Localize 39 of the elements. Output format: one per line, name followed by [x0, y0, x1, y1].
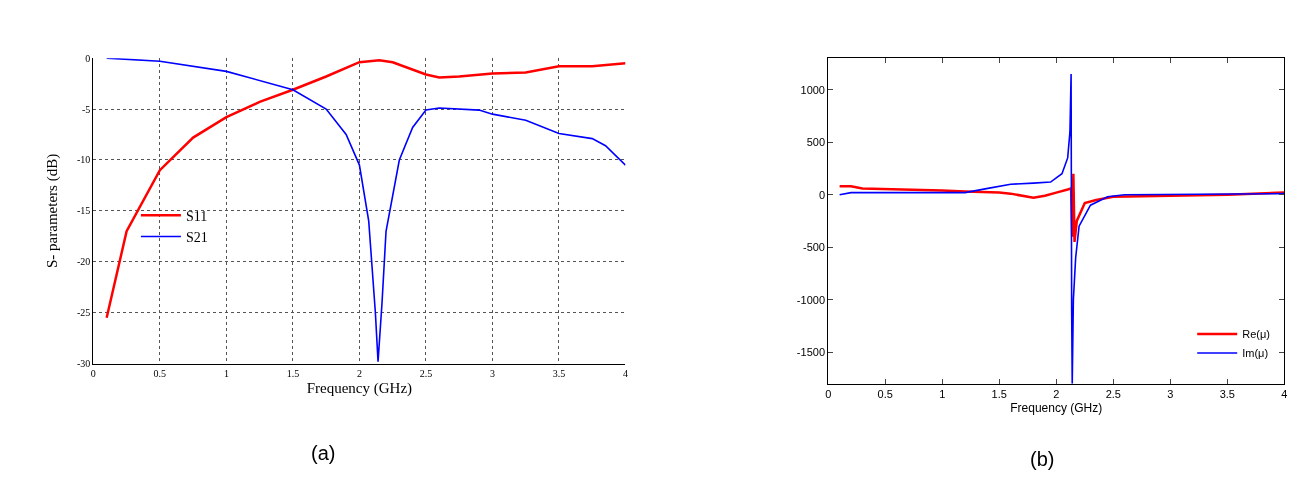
legend-label: S11 [185, 208, 208, 224]
x-tick-label: 2 [1053, 387, 1060, 400]
x-tick-label: 4 [622, 367, 628, 379]
x-tick-label: 3 [489, 367, 495, 379]
line-series [838, 73, 1285, 384]
x-tick-label: 1.5 [991, 387, 1007, 400]
x-tick-label: 1.5 [286, 367, 300, 379]
legend-label: Re(μ) [1242, 328, 1270, 341]
y-tick-label: -25 [77, 307, 91, 319]
x-tick-label: 3 [1167, 387, 1174, 400]
y-tick-label: 1000 [800, 83, 826, 96]
y-tick-label: -500 [802, 241, 826, 254]
y-axis-title: S- parameters (dB) [44, 153, 62, 268]
x-tick-label: 1 [939, 387, 946, 400]
y-tick-label: 0 [85, 52, 91, 64]
legend-label: S21 [185, 229, 208, 245]
x-tick-label: 3.5 [552, 367, 566, 379]
x-tick-label: 1 [223, 367, 229, 379]
text: (b) [1030, 448, 1055, 470]
x-tick-label: 2 [356, 367, 362, 379]
x-tick-label: 4 [1281, 387, 1288, 400]
y-tick-label: -1000 [796, 293, 826, 306]
x-axis-title: Frequency (GHz) [306, 379, 413, 397]
x-tick-label: 3.5 [1219, 387, 1235, 400]
y-tick-label: -15 [77, 205, 91, 217]
y-tick-label: 0 [818, 188, 826, 201]
x-axis-title: Frequency (GHz) [1010, 400, 1103, 415]
y-tick-label: -20 [77, 256, 91, 268]
x-tick-label: 2.5 [1105, 387, 1121, 400]
legend-label: Im(μ) [1242, 347, 1269, 360]
x-tick-label: 0.5 [877, 387, 893, 400]
y-tick-label: -30 [77, 358, 91, 370]
y-tick-label: 500 [806, 136, 826, 149]
text: (a) [311, 442, 336, 464]
y-tick-label: -5 [82, 103, 91, 115]
x-tick-label: 2.5 [419, 367, 433, 379]
y-tick-label: -10 [77, 154, 91, 166]
x-tick-label: 0.5 [153, 367, 167, 379]
y-tick-label: -1500 [796, 346, 826, 359]
